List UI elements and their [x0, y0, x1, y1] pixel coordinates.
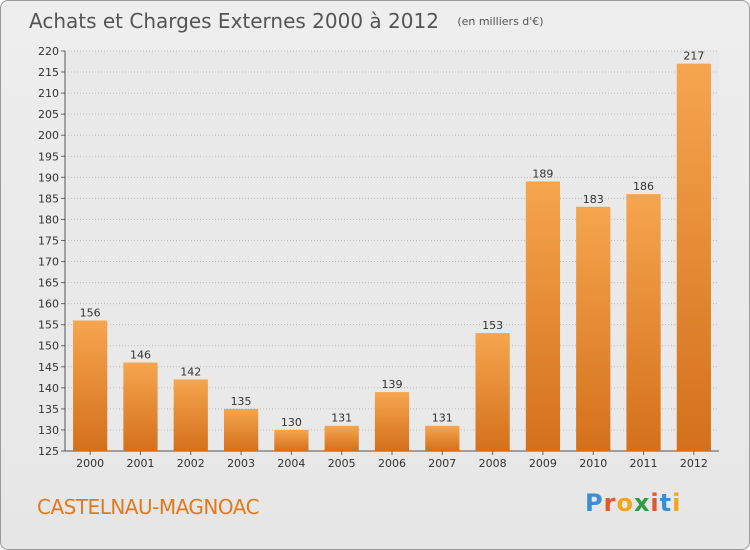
bar — [425, 425, 460, 451]
bar-value-label: 183 — [583, 193, 604, 206]
brand-logo: Proxiti — [585, 489, 681, 517]
y-tick-label: 210 — [38, 87, 59, 100]
bar-value-label: 135 — [231, 395, 252, 408]
x-tick-label: 2010 — [579, 457, 607, 470]
x-tick-label: 2004 — [277, 457, 305, 470]
x-tick-label: 2005 — [328, 457, 356, 470]
bar — [73, 320, 108, 451]
bar — [374, 392, 410, 451]
y-tick-label: 130 — [38, 424, 59, 437]
y-tick-label: 220 — [38, 45, 59, 58]
x-tick-label: 2000 — [76, 457, 104, 470]
y-tick-label: 185 — [38, 192, 59, 205]
y-tick-label: 160 — [38, 298, 59, 311]
y-tick-label: 215 — [38, 66, 59, 79]
y-tick-label: 165 — [38, 277, 59, 290]
bar — [173, 379, 208, 451]
bar — [123, 362, 158, 451]
y-tick-label: 125 — [38, 445, 59, 458]
x-tick-label: 2008 — [479, 457, 507, 470]
bar — [475, 333, 510, 451]
bar-value-label: 131 — [432, 412, 453, 425]
brand-letter: t — [659, 489, 673, 517]
x-tick-label: 2002 — [177, 457, 205, 470]
x-tick-label: 2001 — [126, 457, 154, 470]
brand-letter: x — [633, 489, 651, 517]
x-tick-label: 2006 — [378, 457, 406, 470]
chart-title: Achats et Charges Externes 2000 à 2012 (… — [29, 9, 544, 33]
bar-value-label: 156 — [80, 306, 101, 319]
bar-value-label: 139 — [382, 378, 403, 391]
chart-title-text: Achats et Charges Externes 2000 à 2012 — [29, 9, 439, 33]
x-tick-label: 2012 — [680, 457, 708, 470]
bar-value-label: 186 — [633, 180, 654, 193]
brand-letter: o — [616, 489, 634, 517]
bar-value-label: 146 — [130, 349, 151, 362]
bar-value-label: 217 — [683, 50, 704, 63]
bar — [274, 429, 309, 451]
y-tick-label: 200 — [38, 129, 59, 142]
x-tick-label: 2009 — [529, 457, 557, 470]
bar — [676, 63, 711, 451]
y-tick-label: 140 — [38, 382, 59, 395]
y-tick-label: 170 — [38, 256, 59, 269]
bar — [223, 408, 259, 451]
bar — [324, 425, 359, 451]
y-tick-label: 135 — [38, 403, 59, 416]
y-tick-label: 205 — [38, 108, 59, 121]
bar-value-label: 131 — [331, 412, 352, 425]
y-tick-label: 195 — [38, 150, 59, 163]
commune-name: CASTELNAU-MAGNOAC — [37, 495, 260, 519]
bar — [626, 194, 661, 451]
brand-letter: r — [603, 489, 617, 517]
y-tick-label: 175 — [38, 234, 59, 247]
bar-value-label: 189 — [532, 168, 553, 181]
y-tick-label: 155 — [38, 319, 59, 332]
y-tick-label: 190 — [38, 171, 59, 184]
y-tick-label: 180 — [38, 213, 59, 226]
chart-unit: (en milliers d'€) — [457, 15, 544, 28]
x-tick-label: 2003 — [227, 457, 255, 470]
brand-letter: P — [585, 489, 604, 517]
bar-value-label: 142 — [180, 365, 201, 378]
y-tick-label: 150 — [38, 340, 59, 353]
bar — [525, 181, 561, 452]
y-tick-label: 145 — [38, 361, 59, 374]
bar-value-label: 153 — [482, 319, 503, 332]
brand-letter: i — [672, 489, 682, 517]
bar — [576, 206, 611, 451]
x-tick-label: 2007 — [428, 457, 456, 470]
brand-letter: i — [650, 489, 660, 517]
bar-value-label: 130 — [281, 416, 302, 429]
x-tick-label: 2011 — [630, 457, 658, 470]
